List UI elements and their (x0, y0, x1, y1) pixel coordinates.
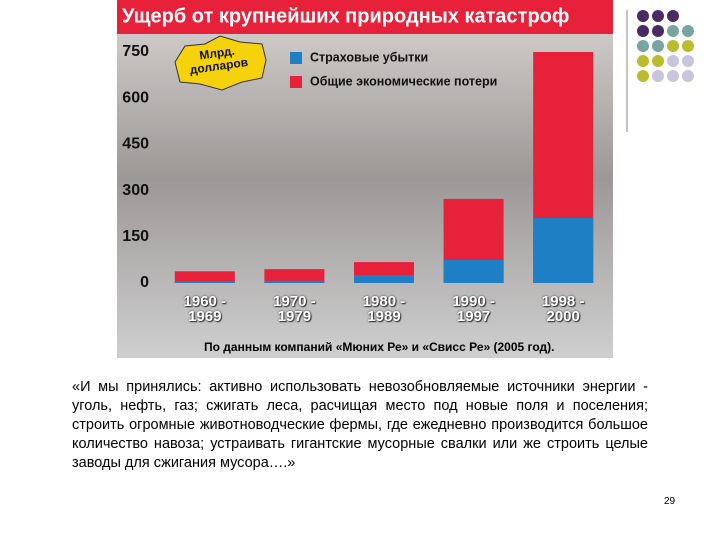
y-tick-label: 300 (122, 182, 149, 199)
decor-dot (667, 40, 679, 52)
decor-dot (682, 70, 694, 82)
legend-swatch (290, 76, 302, 88)
x-tick-label: 1960 - 1969 (183, 293, 227, 325)
decor-dot (667, 70, 679, 82)
y-tick-label: 750 (122, 43, 149, 60)
decor-dot (652, 25, 664, 37)
x-tick-label: 1970 - 1979 (273, 293, 316, 325)
source-note: По данным компаний «Мюних Ре» и «Свисс Р… (204, 340, 554, 354)
bar (264, 280, 325, 283)
decor-dot (667, 55, 679, 67)
bar (174, 281, 235, 283)
y-tick-label: 0 (140, 274, 149, 291)
decor-dot (652, 70, 664, 82)
y-tick-label: 450 (122, 136, 149, 153)
decor-dot (652, 40, 664, 52)
decor-dot (667, 10, 679, 22)
legend-swatch (290, 52, 302, 64)
bar (354, 274, 414, 283)
decor-dot (637, 55, 649, 67)
x-tick-label: 1980 - 1989 (362, 293, 406, 325)
bar (443, 259, 504, 283)
decor-dot (682, 25, 694, 37)
decor-dot (652, 55, 664, 67)
quote: «И мы принялись: активно использовать не… (72, 379, 648, 471)
y-tick-label: 150 (122, 228, 149, 245)
legend-label: Страховые убытки (310, 50, 428, 64)
bar (264, 269, 325, 283)
decor-dot (652, 10, 664, 22)
page-number: 29 (664, 496, 676, 507)
chart-title: Ущерб от крупнейших природных катастроф (122, 5, 569, 27)
decor-dot (637, 40, 649, 52)
bar (174, 271, 235, 283)
y-tick-label: 600 (122, 89, 149, 106)
decor-dot (637, 70, 649, 82)
x-tick-label: 1990 - 1997 (452, 293, 495, 325)
unit-badge-shape (174, 35, 267, 91)
x-tick-label: 1998 - 2000 (541, 293, 585, 325)
decor-dot (667, 25, 679, 37)
decor-dot (682, 40, 694, 52)
title-band (117, 0, 613, 34)
decor-dot (637, 25, 649, 37)
decor-dot (682, 55, 694, 67)
legend-label: Общие экономические потери (310, 74, 497, 88)
bar (533, 218, 594, 283)
decor-dot (637, 10, 649, 22)
